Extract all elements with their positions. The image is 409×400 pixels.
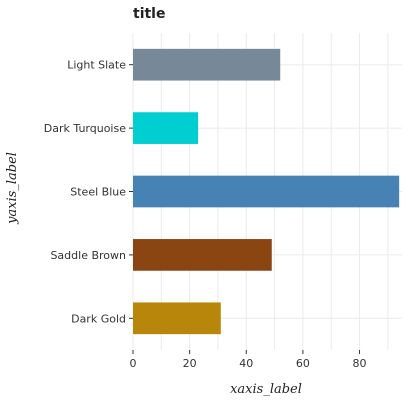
bar-dark-gold	[133, 302, 221, 335]
bar-light-slate	[133, 48, 281, 81]
x-axis-title: xaxis_label	[230, 382, 302, 397]
x-tick-label: 40	[239, 357, 253, 370]
y-tick-label: Steel Blue	[70, 186, 126, 199]
y-tick-labels: Dark Gold Saddle Brown Steel Blue Dark Turq…	[44, 59, 133, 325]
x-tick-label: 80	[353, 357, 367, 370]
x-tick-label: 60	[296, 357, 310, 370]
x-tick-labels: 0 20 40 60 80	[130, 350, 367, 370]
bar-dark-turquoise	[133, 112, 199, 144]
bar-saddle-brown	[133, 239, 272, 271]
y-tick-label: Dark Gold	[71, 312, 126, 325]
x-tick-label: 0	[130, 357, 137, 370]
y-tick-label: Saddle Brown	[50, 249, 126, 262]
y-tick-label: Light Slate	[67, 59, 126, 72]
y-tick-label: Dark Turquoise	[44, 122, 126, 135]
bars	[133, 48, 400, 335]
bar-steel-blue	[133, 175, 400, 208]
chart-title: title	[133, 6, 165, 22]
y-axis-title: yaxis_label	[5, 152, 20, 225]
x-tick-label: 20	[183, 357, 197, 370]
